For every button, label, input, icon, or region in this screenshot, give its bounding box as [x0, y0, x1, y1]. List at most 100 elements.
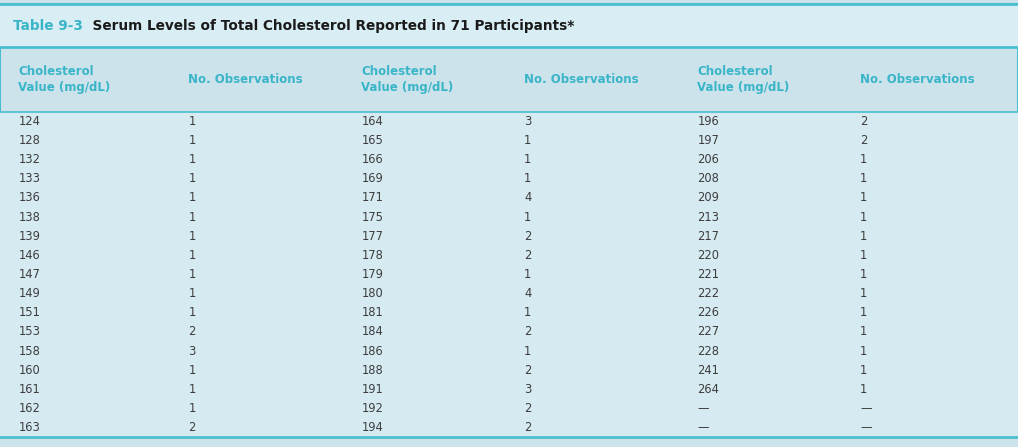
Text: 2: 2: [860, 134, 867, 147]
Text: No. Observations: No. Observations: [860, 73, 975, 86]
Text: 209: 209: [697, 191, 719, 204]
Text: 136: 136: [18, 191, 40, 204]
Text: 3: 3: [524, 383, 531, 396]
Text: 153: 153: [18, 325, 41, 338]
Text: 192: 192: [361, 402, 383, 415]
Text: 2: 2: [860, 115, 867, 128]
Text: 191: 191: [361, 383, 383, 396]
Text: 132: 132: [18, 153, 41, 166]
Text: 1: 1: [188, 383, 195, 396]
Text: 1: 1: [524, 345, 531, 358]
Text: 1: 1: [188, 115, 195, 128]
Text: 2: 2: [524, 249, 531, 262]
Text: 1: 1: [860, 364, 867, 377]
Text: 1: 1: [860, 287, 867, 300]
Text: Table 9-3: Table 9-3: [13, 19, 83, 33]
Text: 2: 2: [524, 364, 531, 377]
Text: 1: 1: [524, 211, 531, 224]
Text: 264: 264: [697, 383, 719, 396]
Text: 2: 2: [524, 325, 531, 338]
Text: 1: 1: [860, 325, 867, 338]
Text: 151: 151: [18, 306, 40, 319]
Text: 1: 1: [860, 153, 867, 166]
Text: 181: 181: [361, 306, 383, 319]
Text: 2: 2: [524, 230, 531, 243]
Text: 177: 177: [361, 230, 384, 243]
Text: 1: 1: [860, 230, 867, 243]
Text: 161: 161: [18, 383, 40, 396]
Text: No. Observations: No. Observations: [524, 73, 639, 86]
Text: 146: 146: [18, 249, 40, 262]
Text: 178: 178: [361, 249, 383, 262]
Text: 1: 1: [188, 364, 195, 377]
Text: 1: 1: [860, 345, 867, 358]
Text: 1: 1: [860, 249, 867, 262]
Text: 1: 1: [524, 153, 531, 166]
Text: 186: 186: [361, 345, 383, 358]
Text: No. Observations: No. Observations: [188, 73, 303, 86]
Text: 1: 1: [860, 306, 867, 319]
Text: —: —: [697, 402, 709, 415]
Text: 1: 1: [860, 191, 867, 204]
Text: —: —: [860, 421, 871, 434]
Text: 138: 138: [18, 211, 40, 224]
Text: 1: 1: [188, 306, 195, 319]
Text: 2: 2: [188, 421, 195, 434]
Text: 222: 222: [697, 287, 720, 300]
Text: 179: 179: [361, 268, 383, 281]
Text: 241: 241: [697, 364, 719, 377]
Text: 160: 160: [18, 364, 40, 377]
Text: 1: 1: [188, 230, 195, 243]
Text: 1: 1: [860, 172, 867, 185]
Text: 196: 196: [697, 115, 719, 128]
Text: 1: 1: [188, 211, 195, 224]
Text: 228: 228: [697, 345, 720, 358]
Text: 206: 206: [697, 153, 719, 166]
Text: 1: 1: [860, 211, 867, 224]
Text: —: —: [697, 421, 709, 434]
Text: 166: 166: [361, 153, 383, 166]
Text: 208: 208: [697, 172, 719, 185]
Text: 227: 227: [697, 325, 720, 338]
Text: 180: 180: [361, 287, 383, 300]
Text: Cholesterol: Cholesterol: [697, 65, 773, 78]
Text: 1: 1: [524, 134, 531, 147]
Text: 1: 1: [188, 249, 195, 262]
Text: 171: 171: [361, 191, 383, 204]
Text: 194: 194: [361, 421, 383, 434]
Text: 3: 3: [188, 345, 195, 358]
Text: 169: 169: [361, 172, 383, 185]
Text: 1: 1: [188, 153, 195, 166]
Text: 2: 2: [188, 325, 195, 338]
Text: Value (mg/dL): Value (mg/dL): [361, 81, 454, 94]
Text: 3: 3: [524, 115, 531, 128]
Text: 1: 1: [524, 268, 531, 281]
FancyBboxPatch shape: [0, 112, 1018, 437]
Text: 165: 165: [361, 134, 383, 147]
Text: 1: 1: [188, 134, 195, 147]
Text: 197: 197: [697, 134, 719, 147]
Text: 184: 184: [361, 325, 383, 338]
Text: 213: 213: [697, 211, 720, 224]
Text: —: —: [860, 402, 871, 415]
Text: 188: 188: [361, 364, 383, 377]
FancyBboxPatch shape: [0, 4, 1018, 47]
Text: Value (mg/dL): Value (mg/dL): [697, 81, 790, 94]
Text: 1: 1: [188, 172, 195, 185]
Text: 2: 2: [524, 402, 531, 415]
Text: Value (mg/dL): Value (mg/dL): [18, 81, 111, 94]
Text: 1: 1: [188, 268, 195, 281]
Text: 1: 1: [860, 268, 867, 281]
Text: 220: 220: [697, 249, 720, 262]
FancyBboxPatch shape: [0, 4, 1018, 437]
Text: 163: 163: [18, 421, 40, 434]
Text: 147: 147: [18, 268, 40, 281]
Text: 1: 1: [524, 172, 531, 185]
Text: 226: 226: [697, 306, 720, 319]
Text: 149: 149: [18, 287, 40, 300]
Text: 139: 139: [18, 230, 40, 243]
Text: 158: 158: [18, 345, 40, 358]
Text: 1: 1: [524, 306, 531, 319]
Text: 162: 162: [18, 402, 40, 415]
Text: 175: 175: [361, 211, 384, 224]
